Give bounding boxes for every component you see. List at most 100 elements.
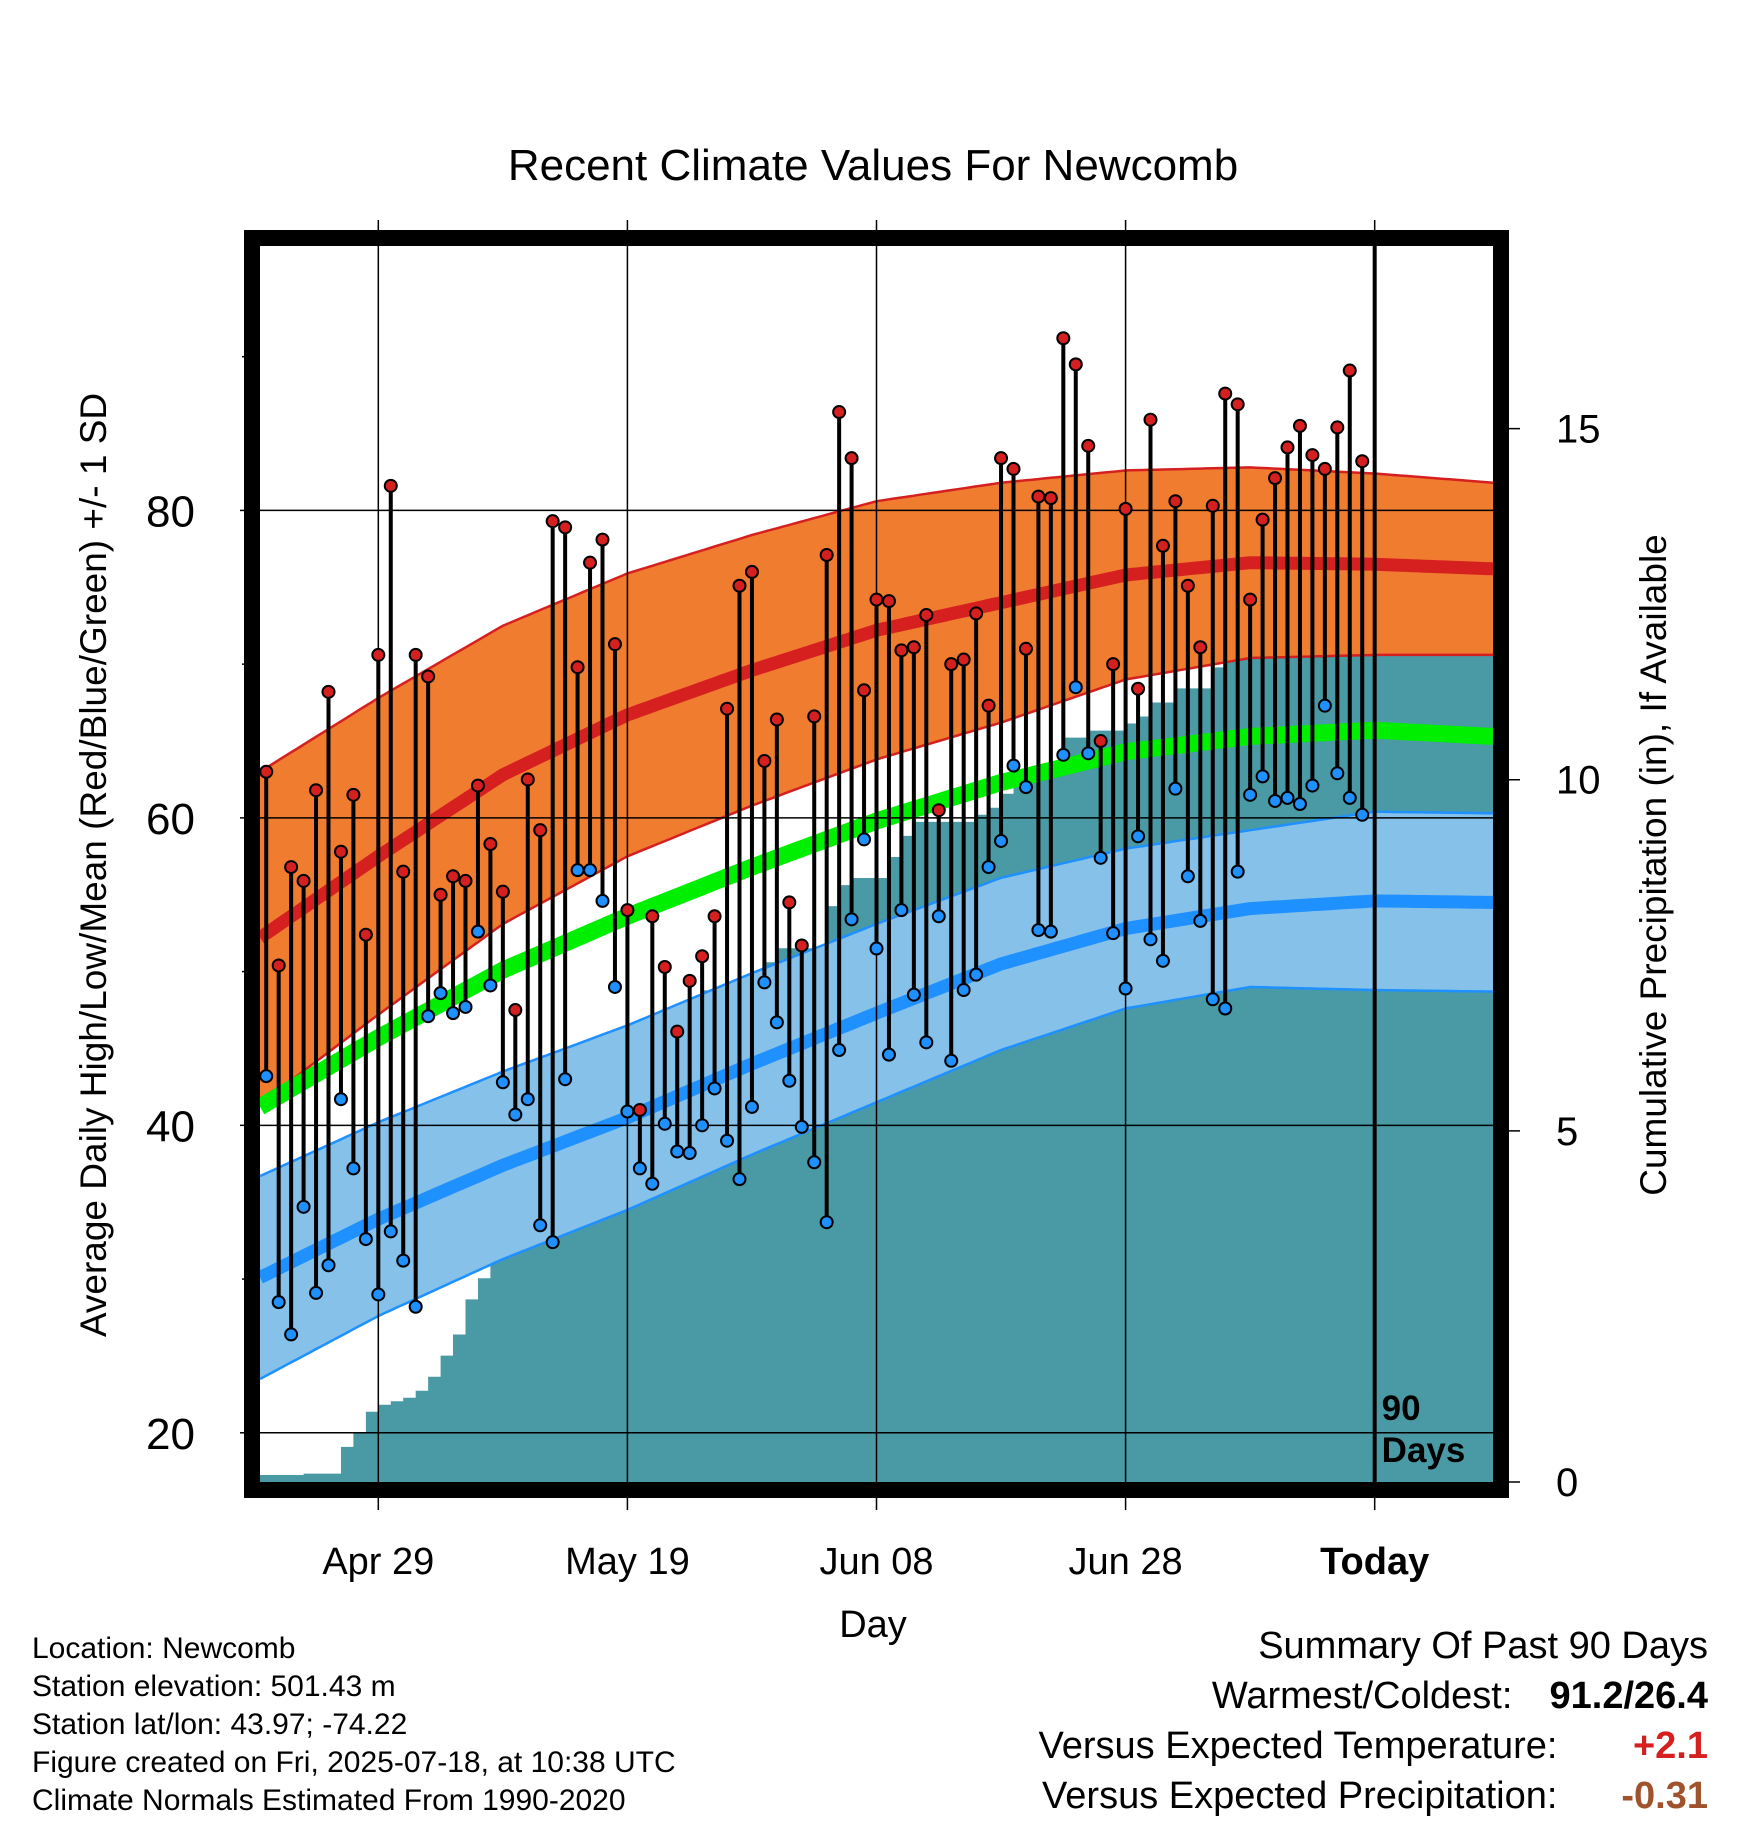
high-point	[533, 823, 548, 838]
high-point	[857, 683, 872, 698]
low-point	[720, 1133, 735, 1148]
high-point	[869, 592, 884, 607]
high-point	[421, 669, 436, 684]
high-point	[260, 764, 274, 779]
high-point	[1180, 578, 1195, 593]
high-point	[1093, 734, 1108, 749]
high-point	[757, 754, 772, 768]
high-point	[1355, 454, 1370, 469]
high-point	[570, 660, 585, 675]
high-point	[1317, 461, 1332, 476]
high-point	[1106, 657, 1121, 672]
high-point	[396, 864, 411, 879]
high-point	[695, 949, 710, 964]
low-point	[446, 1006, 461, 1021]
high-point	[545, 514, 560, 529]
y-axis-label: Average Daily High/Low/Mean (Red/Blue/Gr…	[73, 393, 114, 1337]
high-point	[1243, 592, 1258, 607]
low-point	[1031, 923, 1046, 938]
high-point	[981, 698, 996, 713]
y2-tick-label: 10	[1556, 759, 1601, 803]
low-point	[1193, 913, 1208, 928]
low-point	[757, 975, 772, 990]
low-point	[1093, 850, 1108, 865]
high-point	[782, 895, 797, 910]
high-point	[520, 772, 535, 787]
low-point	[707, 1081, 722, 1096]
high-point	[333, 844, 348, 859]
low-point	[944, 1053, 959, 1068]
location-text: Location: Newcomb	[32, 1632, 296, 1665]
high-point	[832, 405, 847, 420]
high-point	[657, 960, 672, 974]
low-point	[832, 1043, 847, 1058]
high-point	[969, 606, 984, 621]
low-point	[1218, 1001, 1233, 1016]
low-point	[1305, 778, 1320, 793]
high-point	[458, 873, 473, 888]
low-point	[1255, 769, 1270, 784]
low-point	[1268, 793, 1283, 808]
x-tick-label: Jun 08	[819, 1541, 933, 1583]
low-point	[894, 903, 909, 918]
high-point	[844, 451, 859, 466]
high-sd-band	[260, 467, 1493, 1104]
y-tick-label: 20	[146, 1410, 195, 1459]
summary-title: Summary Of Past 90 Days	[1258, 1625, 1708, 1667]
low-point	[396, 1253, 411, 1268]
low-point	[732, 1172, 747, 1187]
today-days-label-line: 90	[1382, 1389, 1421, 1428]
today-days-label-line: Days	[1382, 1431, 1466, 1470]
low-point	[1342, 790, 1357, 805]
precip-row: Versus Expected Precipitation: -0.31	[1039, 1775, 1708, 1825]
low-point	[545, 1235, 560, 1250]
high-point	[346, 787, 361, 802]
high-point	[894, 643, 909, 658]
high-point	[931, 803, 946, 818]
low-point	[632, 1161, 647, 1176]
low-point	[931, 909, 946, 924]
low-point	[869, 941, 884, 956]
low-point	[483, 978, 498, 993]
high-point	[1205, 498, 1220, 513]
low-point	[857, 832, 872, 847]
high-point	[296, 873, 311, 888]
high-point	[1031, 489, 1046, 504]
low-point	[1056, 747, 1071, 762]
created-text: Figure created on Fri, 2025-07-18, at 10…	[32, 1746, 676, 1779]
low-point	[657, 1116, 672, 1131]
high-point	[558, 520, 573, 535]
summary-panel: Summary Of Past 90 Days Warmest/Coldest:…	[1039, 1625, 1708, 1825]
low-point	[906, 987, 921, 1002]
low-point	[919, 1035, 934, 1050]
high-point	[1006, 461, 1021, 476]
y-tick-label: 60	[146, 795, 195, 844]
y2-tick-label: 0	[1556, 1461, 1578, 1505]
high-point	[769, 712, 784, 727]
low-point	[1180, 869, 1195, 884]
low-point	[533, 1218, 548, 1233]
low-point	[1081, 746, 1096, 761]
high-point	[819, 548, 834, 562]
low-point	[595, 893, 610, 908]
elevation-text: Station elevation: 501.43 m	[32, 1670, 396, 1703]
low-point	[994, 833, 1009, 848]
low-point	[1068, 680, 1083, 695]
high-point	[495, 884, 510, 899]
high-point	[620, 903, 635, 918]
temp-label: Versus Expected Temperature:	[1038, 1725, 1558, 1767]
high-point	[807, 709, 822, 724]
low-point	[881, 1047, 896, 1062]
low-point	[1230, 864, 1245, 879]
high-point	[919, 607, 934, 622]
high-point	[433, 887, 448, 902]
high-point	[744, 564, 759, 579]
low-point	[583, 863, 598, 878]
high-point	[707, 909, 722, 924]
low-point	[358, 1232, 373, 1247]
low-point	[433, 986, 448, 1001]
high-point	[670, 1024, 685, 1039]
low-point	[346, 1161, 361, 1176]
high-point	[1280, 440, 1295, 455]
low-point	[408, 1299, 423, 1314]
